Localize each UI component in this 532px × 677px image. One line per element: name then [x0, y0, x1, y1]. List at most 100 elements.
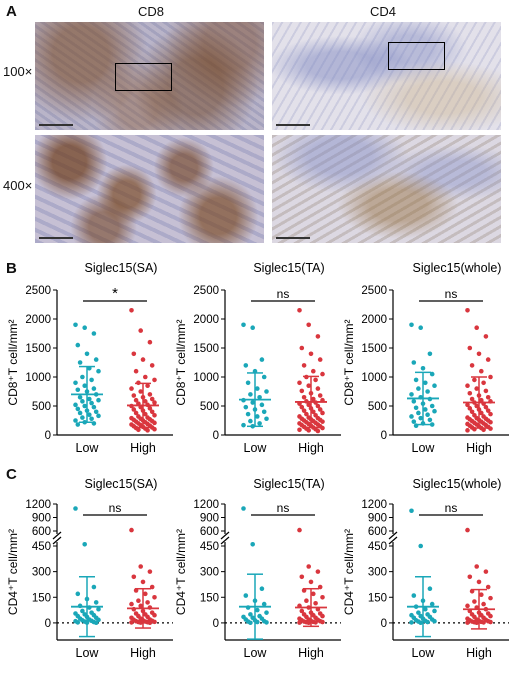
high-group-point	[311, 591, 316, 597]
low-group-point	[75, 422, 81, 427]
high-group-point	[308, 618, 314, 624]
low-group-point	[427, 586, 433, 592]
low-group-point	[91, 404, 97, 410]
chart-title: Siglec15(TA)	[253, 477, 324, 491]
y-tick-label: 150	[200, 592, 219, 604]
high-group-point	[129, 308, 134, 313]
y-tick-label: 600	[368, 526, 387, 538]
high-group-point	[488, 595, 493, 601]
high-group-point	[320, 425, 325, 431]
column-title-cd8: CD8	[138, 4, 165, 19]
high-group-point	[481, 421, 486, 426]
low-group-point	[241, 322, 246, 328]
high-group-point	[465, 383, 470, 389]
high-group-point	[474, 325, 480, 331]
low-group-point	[84, 620, 90, 625]
low-group-point	[416, 410, 421, 416]
x-category-label-low: Low	[412, 646, 436, 660]
high-group-point	[297, 603, 302, 609]
high-group-point	[476, 407, 482, 412]
low-group-point	[257, 395, 262, 400]
high-group-point	[143, 591, 148, 597]
high-group-point	[152, 377, 157, 383]
low-group-point	[252, 407, 258, 412]
high-group-point	[306, 564, 312, 569]
chart-title: Siglec15(SA)	[85, 261, 158, 275]
high-group-point	[152, 420, 157, 426]
low-group-point	[91, 331, 97, 336]
high-group-point	[485, 357, 491, 362]
high-group-point	[131, 617, 137, 623]
low-group-point	[80, 374, 85, 380]
y-tick-label: 0	[213, 430, 219, 442]
y-tick-label: 2000	[361, 314, 387, 326]
high-group-point	[147, 423, 153, 429]
high-group-point	[306, 322, 312, 328]
low-group-point	[75, 620, 81, 625]
low-group-point	[93, 392, 99, 397]
high-group-point	[472, 599, 477, 604]
high-group-point	[485, 424, 491, 430]
low-group-point	[241, 614, 246, 620]
low-group-point	[73, 380, 78, 386]
y-tick-label: 300	[32, 567, 51, 579]
high-group-point	[483, 569, 489, 574]
high-group-point	[138, 422, 143, 428]
low-group-point	[96, 368, 101, 374]
high-group-point	[472, 420, 477, 426]
y-tick-label: 2500	[193, 285, 219, 297]
high-group-point	[145, 619, 150, 625]
y-tick-label: 0	[381, 430, 387, 442]
high-group-point	[481, 401, 486, 406]
high-group-point	[143, 399, 148, 404]
low-group-point	[409, 322, 414, 328]
high-group-point	[147, 417, 153, 422]
high-group-point	[467, 608, 473, 614]
high-group-point	[152, 619, 157, 625]
high-group-point	[133, 368, 139, 374]
high-group-point	[317, 393, 323, 398]
low-group-point	[77, 616, 83, 621]
y-tick-label: 300	[200, 567, 219, 579]
high-group-point	[304, 426, 309, 431]
x-category-label-high: High	[298, 646, 324, 660]
y-axis-label: CD8⁺T cell/mm²	[6, 319, 20, 405]
high-group-point	[297, 620, 302, 625]
high-group-point	[306, 421, 312, 427]
low-group-point	[418, 415, 424, 421]
high-group-point	[138, 328, 143, 333]
high-group-point	[308, 417, 314, 422]
high-group-point	[133, 611, 139, 616]
low-group-point	[425, 612, 430, 617]
low-group-point	[418, 620, 424, 626]
high-group-point	[472, 426, 477, 432]
high-group-point	[131, 424, 137, 429]
high-group-point	[143, 374, 148, 380]
axis-break-mark	[388, 531, 398, 540]
high-group-point	[145, 383, 150, 389]
high-group-point	[129, 615, 134, 621]
high-group-point	[299, 574, 305, 580]
y-axis-label: CD8⁺T cell/mm²	[342, 319, 356, 405]
high-group-point	[140, 608, 146, 614]
high-group-point	[136, 613, 141, 619]
low-group-point	[429, 403, 435, 409]
high-group-point	[317, 407, 323, 412]
y-tick-label: 1000	[25, 372, 51, 384]
low-group-point	[409, 414, 414, 419]
high-group-point	[311, 619, 316, 625]
high-group-point	[479, 397, 484, 403]
chart-title: Siglec15(TA)	[253, 261, 324, 275]
low-group-point	[254, 414, 260, 419]
high-group-point	[306, 415, 312, 420]
low-group-point	[93, 620, 99, 626]
high-group-point	[297, 308, 302, 313]
low-group-point	[411, 419, 417, 424]
high-group-point	[129, 422, 134, 427]
high-group-point	[469, 619, 475, 624]
high-group-point	[315, 386, 321, 391]
low-group-point	[413, 405, 419, 411]
high-group-point	[304, 411, 309, 417]
high-group-point	[149, 618, 155, 624]
low-group-point	[254, 386, 260, 391]
